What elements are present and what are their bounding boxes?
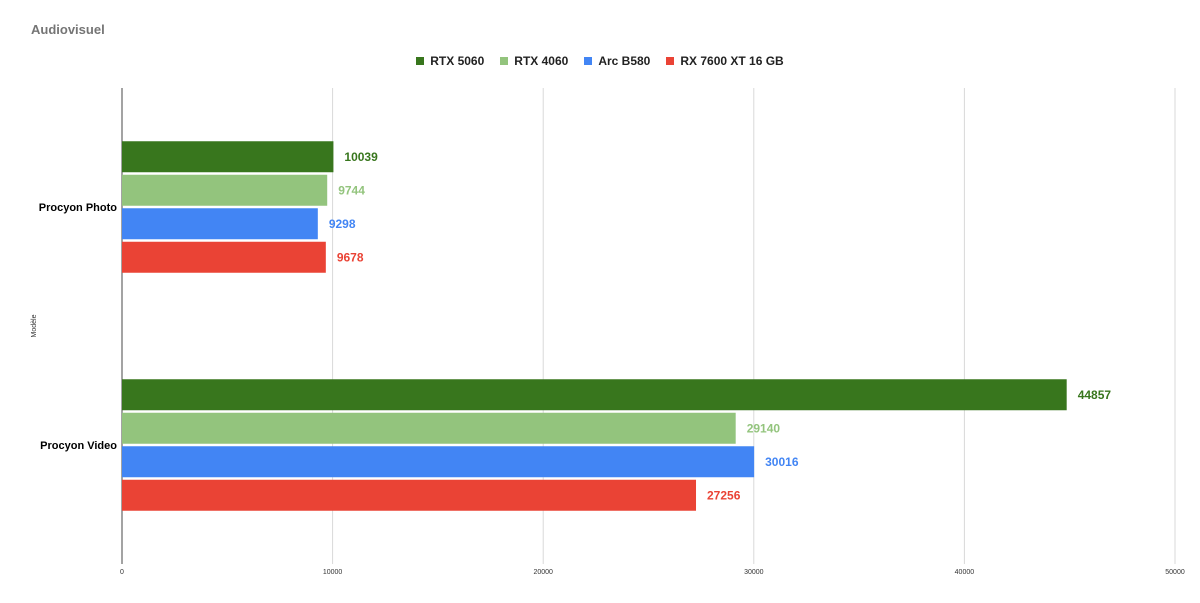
x-tick-label: 40000	[955, 569, 975, 576]
legend-swatch	[666, 57, 675, 65]
legend-swatch	[584, 57, 593, 65]
x-tick-label: 10000	[323, 569, 343, 576]
legend-label: Arc B580	[598, 54, 651, 68]
data-label: 9298	[329, 217, 356, 231]
bar[interactable]	[122, 379, 1067, 411]
bar[interactable]	[122, 241, 326, 273]
bar[interactable]	[122, 479, 697, 511]
x-tick-label: 0	[120, 569, 124, 576]
y-axis-label: Modèle	[31, 314, 38, 337]
legend-item[interactable]: RTX 5060	[416, 54, 484, 68]
data-label: 9744	[338, 183, 365, 197]
data-label: 27256	[707, 488, 741, 502]
legend-label: RX 7600 XT 16 GB	[680, 54, 784, 68]
x-tick-label: 20000	[533, 569, 553, 576]
bar[interactable]	[122, 141, 334, 173]
legend-label: RTX 4060	[514, 54, 569, 68]
legend-item[interactable]: Arc B580	[584, 54, 650, 68]
legend-item[interactable]: RTX 4060	[500, 54, 568, 68]
x-tick-label: 50000	[1165, 569, 1185, 576]
legend: RTX 5060 RTX 4060 Arc B580 RX 7600 XT 16 GB	[0, 54, 1200, 68]
data-label: 10039	[344, 150, 378, 164]
data-label: 29140	[747, 421, 781, 435]
legend-swatch	[416, 57, 425, 65]
bar[interactable]	[122, 446, 755, 478]
bar[interactable]	[122, 174, 328, 206]
data-label: 9678	[337, 250, 364, 264]
x-tick-label: 30000	[744, 569, 764, 576]
category-label: Procyon Photo	[39, 202, 118, 214]
bar[interactable]	[122, 208, 318, 240]
chart-title: Audiovisuel	[31, 22, 105, 37]
bar[interactable]	[122, 412, 736, 444]
legend-label: RTX 5060	[430, 54, 485, 68]
legend-item[interactable]: RX 7600 XT 16 GB	[666, 54, 784, 68]
data-label: 30016	[765, 455, 799, 469]
legend-swatch	[500, 57, 509, 65]
category-label: Procyon Video	[40, 440, 117, 452]
data-label: 44857	[1078, 388, 1112, 402]
